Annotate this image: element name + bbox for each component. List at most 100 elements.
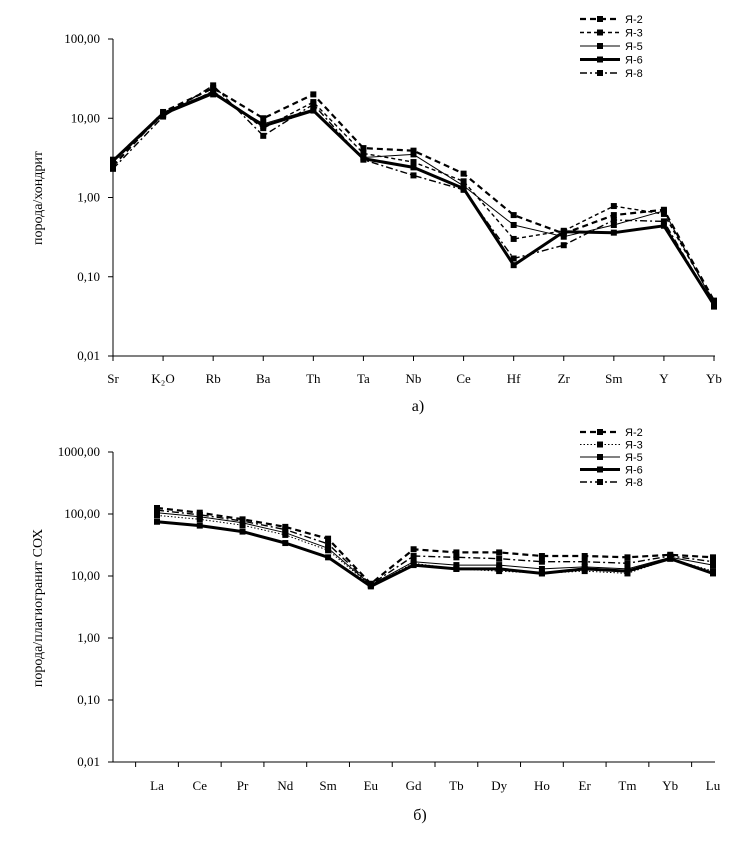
y-tick-label: 0,01 [77,348,100,363]
data-point [410,151,417,158]
x-tick-label: Sm [605,371,622,386]
x-tick-label: Ba [256,371,271,386]
series-line [156,506,714,585]
data-point [560,228,567,235]
data-point [410,546,417,553]
data-point [496,565,503,572]
y-tick-label: 10,00 [71,110,100,125]
data-point [360,156,367,163]
data-point [710,554,716,561]
x-tick-label: La [150,778,164,793]
legend-swatch-marker [597,43,603,49]
series-line [112,93,715,304]
chart-1: 100,00 10,00 1,00 0,10 0,01 Sr K₂O Rb Ba Th Ta Nb Ce… [31,14,722,415]
y-tick-label: 1000,00 [58,444,100,459]
data-point [581,565,588,572]
series-Я-8 [110,82,717,310]
series-Я-5 [110,91,717,307]
data-point [360,145,367,152]
x-tick-label: Nb [406,371,422,386]
data-point [711,303,717,310]
series-Я-2 [154,504,716,587]
x-tick-label: Eu [364,778,379,793]
data-point [560,242,567,249]
legend-swatch-marker [597,479,603,485]
legend-swatch-marker [597,454,603,460]
x-tick-label: Lu [706,778,721,793]
data-point [460,178,467,185]
data-point [624,560,631,567]
data-point [624,568,631,575]
data-point [325,535,332,542]
legend-label: Я-8 [625,477,643,489]
series-line [156,509,714,586]
y-tick-label: 100,00 [64,31,100,46]
data-point [410,553,417,560]
series-line [111,91,716,306]
data-point [538,558,545,565]
data-point [496,562,503,569]
legend-label: Я-2 [625,427,643,439]
data-point [510,255,517,262]
data-point [239,528,246,535]
legend-swatch-marker [597,441,603,448]
x-tick-label: Gd [406,778,422,793]
data-point [160,113,167,120]
data-point [510,221,517,228]
series-line [112,84,715,307]
legend: Я-2 Я-3Я-5 Я-6Я-8 [580,14,643,80]
legend-swatch-marker [597,16,603,22]
data-point [282,526,289,533]
chart-2: 1000,00 100,00 10,00 1,00 0,10 0,01 La Ce Pr Nd Sm… [31,427,721,824]
y-tick-label: 100,00 [64,506,100,521]
data-point [110,157,116,164]
x-tick-label: Hf [507,371,521,386]
legend-label: Я-8 [625,68,643,80]
data-point [560,233,567,240]
y-tick-label: 0,01 [77,754,100,769]
data-point [154,507,160,514]
data-point [660,207,667,214]
chart-caption: а) [412,398,424,415]
data-point [460,186,467,193]
data-point [410,164,417,171]
data-point [367,581,374,588]
legend-swatch-marker [597,29,603,36]
data-point [260,122,267,129]
data-point [667,553,674,560]
data-point [710,558,716,565]
data-point [660,210,667,217]
data-point [660,218,667,225]
data-point [660,222,667,229]
series-line [156,520,714,588]
data-point [453,565,460,572]
x-tick-label: Yb [662,778,678,793]
y-tick-label: 0,10 [77,269,100,284]
x-tick-label: Pr [237,778,249,793]
data-point [196,511,203,518]
data-point [538,553,545,560]
legend-swatch-marker [597,429,603,435]
legend-label: Я-2 [625,14,643,26]
series-line [112,86,715,302]
legend-label: Я-5 [625,41,643,53]
series-Я-2 [110,85,717,304]
x-tick-label: Ho [534,778,550,793]
x-tick-label: Sm [319,778,336,793]
y-tick-label: 0,10 [77,692,100,707]
series-Я-8 [154,507,716,588]
x-tick-label: K₂O [151,371,174,386]
chart-caption: б) [413,807,426,824]
data-point [410,147,417,154]
data-point [154,518,160,525]
data-point [510,262,517,269]
data-point [453,554,460,561]
data-point [325,554,332,561]
data-point [325,540,332,547]
data-point [453,562,460,569]
data-point [581,553,588,560]
data-point [282,540,289,547]
data-point [510,235,517,242]
data-point [610,221,617,228]
